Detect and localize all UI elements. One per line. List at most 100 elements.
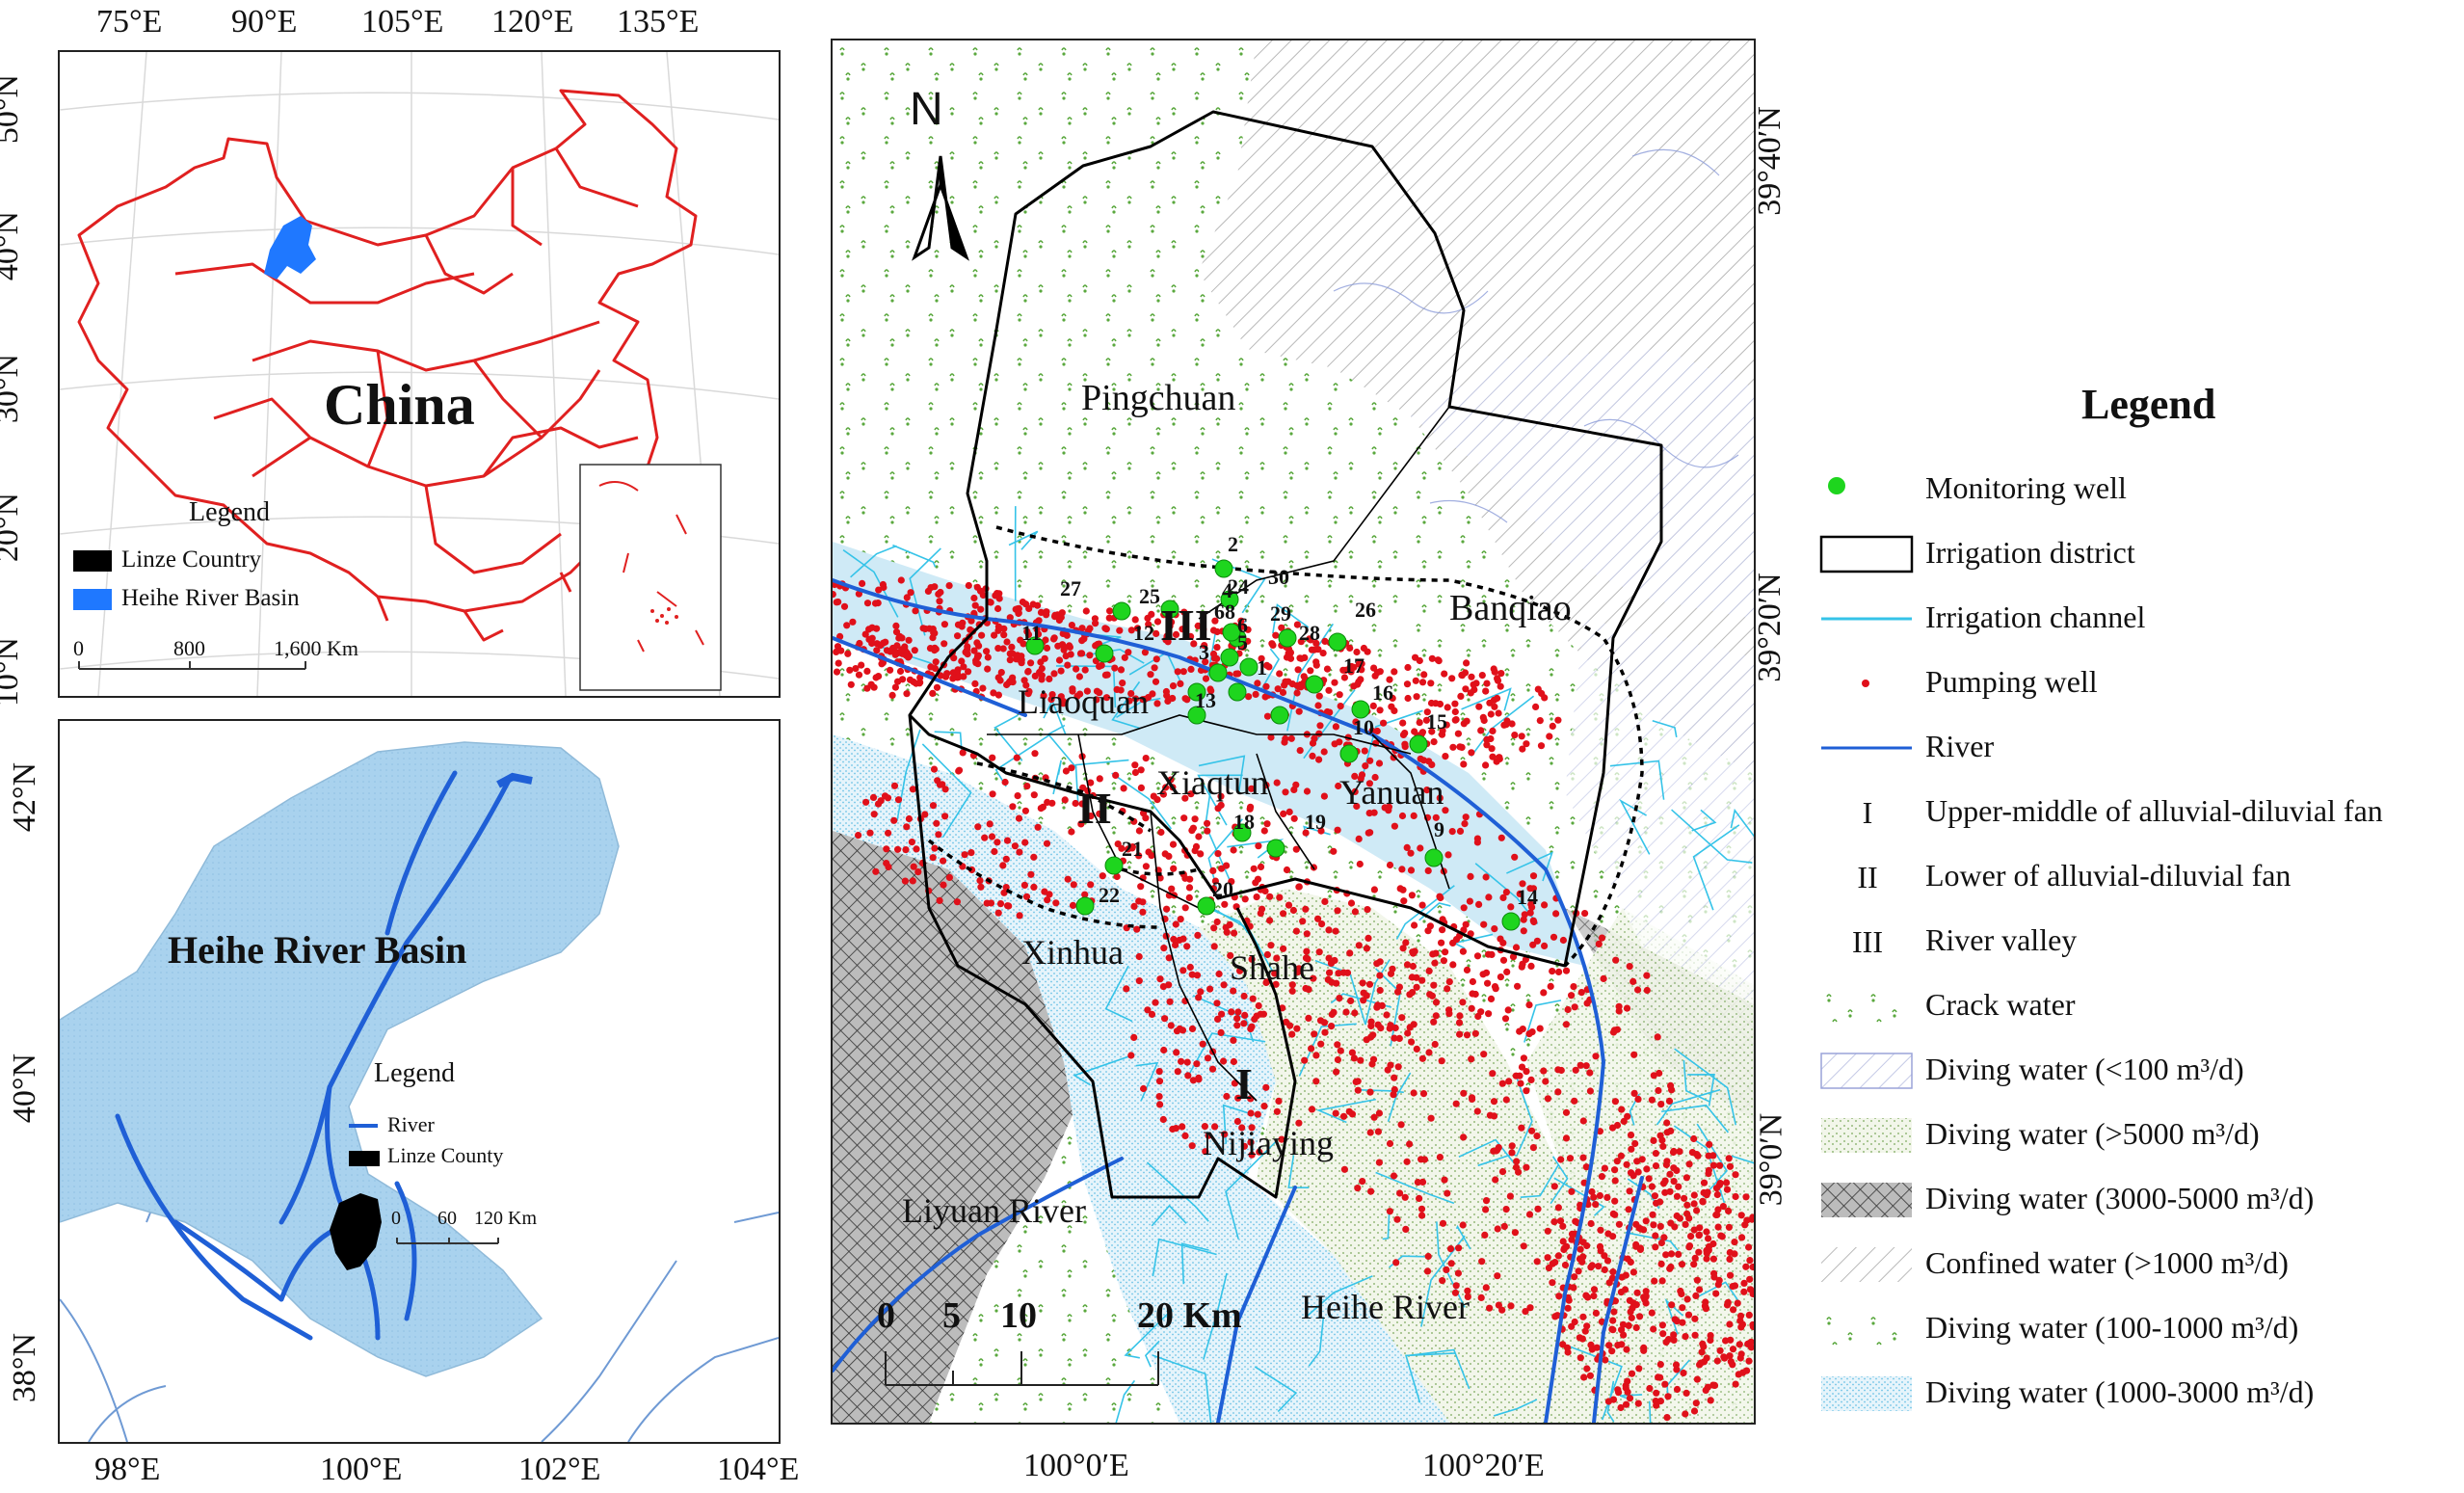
pumping-well-dot <box>1628 1370 1636 1377</box>
irrigation-channel-segment <box>1619 798 1651 855</box>
pumping-well-dot <box>1684 1311 1693 1319</box>
pumping-well-dot <box>1034 823 1042 831</box>
china-top-tick-1: 75°E <box>96 4 163 40</box>
pumping-well-dot <box>1359 979 1366 987</box>
pumping-well-dot <box>1559 1238 1567 1245</box>
pumping-well-dot <box>1096 775 1103 783</box>
pumping-well-dot <box>1667 1263 1675 1271</box>
pumping-well-dot <box>1659 1330 1667 1338</box>
pumping-well-dot <box>1309 739 1317 747</box>
pumping-well-dot <box>1398 1014 1406 1022</box>
pumping-well-dot <box>1390 1172 1398 1180</box>
pumping-well-dot <box>1204 819 1211 827</box>
pumping-well-dot <box>847 680 855 688</box>
pumping-well-dot <box>1712 1290 1720 1297</box>
pumping-well-dot <box>1643 986 1651 995</box>
pumping-well-dot <box>898 646 906 653</box>
pumping-well-dot <box>1675 1183 1682 1190</box>
pumping-well-dot <box>1747 1338 1754 1346</box>
pumping-well-dot <box>1688 1149 1696 1157</box>
pumping-well-dot <box>909 786 916 793</box>
pumping-well-dot <box>994 909 1002 917</box>
pumping-well-dot <box>1497 834 1505 841</box>
pumping-well-dot <box>1131 768 1139 777</box>
pumping-well-dot <box>1337 703 1344 710</box>
pumping-well-dot <box>989 790 996 798</box>
pumping-well-dot <box>1713 1190 1721 1199</box>
pumping-well-dot <box>1410 812 1417 820</box>
irrigation-districts <box>908 110 1663 1199</box>
pumping-well-dot <box>1126 697 1133 705</box>
pumping-well-dot <box>1428 654 1436 662</box>
pumping-well-dot <box>1316 722 1324 730</box>
pumping-well-dot <box>1013 754 1020 761</box>
pumping-well-dot <box>1181 904 1189 912</box>
pumping-well-dot <box>1678 1261 1686 1268</box>
pumping-well-dot <box>1044 896 1051 904</box>
pumping-well-dot <box>1646 1384 1654 1393</box>
pumping-well-dot <box>1704 1188 1711 1196</box>
pumping-well-dot <box>1248 955 1256 963</box>
pumping-well-dot <box>1162 784 1170 791</box>
pumping-well-dot <box>1480 1051 1488 1058</box>
pumping-well-dot <box>1135 852 1143 860</box>
pumping-well-dot <box>964 643 971 651</box>
pumping-well-dot <box>1482 1197 1491 1205</box>
pumping-well-dot <box>1581 1327 1589 1335</box>
pumping-well-dot <box>1131 616 1139 624</box>
pumping-well-dot <box>1299 918 1307 925</box>
pumping-well-dot <box>1272 631 1280 639</box>
pumping-well-dot <box>1615 1220 1623 1228</box>
pumping-well-dot <box>1596 1242 1604 1250</box>
pumping-well-dot <box>1430 738 1438 746</box>
pumping-well-dot <box>1498 1080 1506 1087</box>
pumping-well-dot <box>1202 675 1210 682</box>
pumping-well-dot <box>1254 1110 1261 1118</box>
irrigation-channel-segment <box>1073 1054 1131 1086</box>
legend-row: III River valley <box>1819 915 2464 965</box>
irrigation-channel-segment <box>1198 755 1246 793</box>
pumping-well-dot <box>1508 720 1516 728</box>
heihe-left-tick-3: 38°N <box>7 1332 43 1403</box>
pumping-well-dot <box>1436 700 1444 708</box>
pumping-well-dot <box>1413 693 1420 701</box>
pumping-well-dot <box>1233 1022 1241 1029</box>
pumping-well-dot <box>994 691 1002 699</box>
pumping-well-dot <box>1525 1211 1534 1218</box>
pumping-well-dot <box>1571 1273 1578 1281</box>
pumping-well-dot <box>1334 1041 1341 1049</box>
pumping-well-dot <box>840 602 849 610</box>
pumping-well-dot <box>1403 680 1412 688</box>
pumping-well-dot <box>1000 625 1008 632</box>
pumping-well-dot <box>1417 1205 1426 1213</box>
pumping-well-dot <box>1290 814 1298 822</box>
pumping-well-dot <box>875 673 883 680</box>
pumping-well-dot <box>861 630 869 638</box>
pumping-well-dot <box>930 765 939 773</box>
pumping-well-dot <box>1471 1029 1479 1037</box>
pumping-well-dot <box>1399 719 1407 727</box>
pumping-well-dot <box>1217 1028 1225 1036</box>
pumping-well-dot <box>1112 771 1120 780</box>
pumping-well-dot <box>1657 1239 1665 1247</box>
pumping-well-dot <box>1050 634 1058 642</box>
pumping-well-dot <box>1267 733 1275 741</box>
pumping-well-dot <box>1357 1056 1364 1064</box>
pumping-well-dot <box>1466 897 1473 905</box>
pumping-well-dot <box>1172 941 1179 949</box>
pumping-well-dot <box>903 594 911 601</box>
pumping-well-dot <box>1611 1177 1619 1185</box>
diving-water-1000-3000-icon <box>1819 1374 1916 1413</box>
pumping-well-dot <box>967 849 975 857</box>
pumping-well-dot <box>912 607 919 615</box>
pumping-well-dot <box>1468 1004 1475 1012</box>
pumping-well-dot <box>995 595 1003 602</box>
pumping-well-dot <box>1404 663 1412 672</box>
pumping-well-dot <box>1550 1183 1558 1190</box>
pumping-well-dot <box>1087 779 1095 786</box>
pumping-well-dot <box>1451 1289 1459 1296</box>
pumping-well-dot <box>1406 1140 1414 1148</box>
pumping-well-dot <box>1452 1100 1460 1107</box>
pumping-well-dot <box>1118 844 1126 852</box>
pumping-well-dot <box>1654 1033 1661 1041</box>
